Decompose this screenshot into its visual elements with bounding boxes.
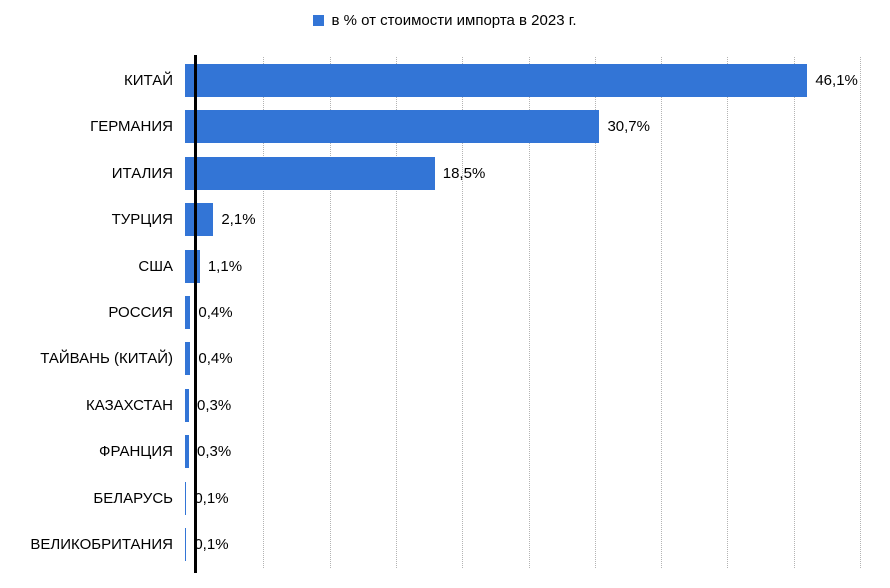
gridline <box>727 57 729 568</box>
gridline <box>661 57 663 568</box>
legend-color-swatch <box>313 15 325 26</box>
gridline <box>793 57 795 568</box>
gridline <box>594 57 596 568</box>
chart-row: США 1,1% <box>0 243 890 289</box>
category-label: ТУРЦИЯ <box>111 211 173 229</box>
bar-track: 0,1% <box>185 475 860 521</box>
value-label: 18,5% <box>442 164 486 182</box>
bar-track: 0,4% <box>185 289 860 335</box>
bar-track: 46,1% <box>185 57 860 103</box>
bar-track: 0,1% <box>185 522 860 568</box>
gridlines <box>197 57 861 568</box>
bar <box>185 203 214 237</box>
category-label: КИТАЙ <box>124 71 173 89</box>
value-label: 0,4% <box>198 350 233 368</box>
bar <box>185 295 191 329</box>
chart-row: ТАЙВАНЬ (КИТАЙ) 0,4% <box>0 336 890 382</box>
category-label: БЕЛАРУСЬ <box>93 489 173 507</box>
bar-track: 2,1% <box>185 196 860 242</box>
category-label: США <box>138 257 173 275</box>
value-label: 30,7% <box>607 118 650 136</box>
gridline <box>263 57 265 568</box>
bar-track: 18,5% <box>185 150 860 196</box>
bar <box>185 342 191 376</box>
value-label: 0,4% <box>198 303 233 321</box>
y-axis-line <box>194 55 197 573</box>
bar-track: 30,7% <box>185 103 860 149</box>
category-label: ГЕРМАНИЯ <box>90 118 173 136</box>
value-label: 0,1% <box>194 536 229 554</box>
bar <box>185 156 435 190</box>
chart-row: ГЕРМАНИЯ 30,7% <box>0 103 890 149</box>
value-label: 2,1% <box>221 211 256 229</box>
category-label: ФРАНЦИЯ <box>99 443 173 461</box>
chart-row: РОССИЯ 0,4% <box>0 289 890 335</box>
category-label: ИТАЛИЯ <box>111 164 173 182</box>
category-label: ВЕЛИКОБРИТАНИЯ <box>30 536 173 554</box>
bar-track: 1,1% <box>185 243 860 289</box>
bar <box>185 388 190 422</box>
chart-row: ФРАНЦИЯ 0,3% <box>0 429 890 475</box>
gridline <box>528 57 530 568</box>
chart-row: ВЕЛИКОБРИТАНИЯ 0,1% <box>0 522 890 568</box>
value-label: 0,1% <box>194 489 229 507</box>
chart-row: КИТАЙ 46,1% <box>0 57 890 103</box>
gridline <box>395 57 397 568</box>
bar-track: 0,3% <box>185 429 860 475</box>
gridline <box>860 57 861 568</box>
chart-row: БЕЛАРУСЬ 0,1% <box>0 475 890 521</box>
value-label: 0,3% <box>197 443 232 461</box>
bar <box>185 528 187 562</box>
chart-row: ТУРЦИЯ 2,1% <box>0 196 890 242</box>
chart-row: КАЗАХСТАН 0,3% <box>0 382 890 428</box>
chart-legend: в % от стоимости импорта в 2023 г. <box>0 12 890 29</box>
bar-track: 0,4% <box>185 336 860 382</box>
plot-area: КИТАЙ 46,1% ГЕРМАНИЯ 30,7% ИТАЛИЯ 18,5% ТУРЦИЯ… <box>0 57 890 568</box>
gridline <box>329 57 331 568</box>
bar <box>185 435 190 469</box>
category-label: РОССИЯ <box>108 303 173 321</box>
bar <box>185 110 600 144</box>
bar <box>185 63 808 97</box>
category-label: ТАЙВАНЬ (КИТАЙ) <box>40 350 173 368</box>
bar <box>185 249 200 283</box>
category-label: КАЗАХСТАН <box>86 396 173 414</box>
chart-row: ИТАЛИЯ 18,5% <box>0 150 890 196</box>
value-label: 0,3% <box>197 396 232 414</box>
gridline <box>462 57 464 568</box>
value-label: 1,1% <box>207 257 243 275</box>
bar <box>185 481 187 515</box>
value-label: 46,1% <box>815 71 858 89</box>
bar-track: 0,3% <box>185 382 860 428</box>
legend-label: в % от стоимости импорта в 2023 г. <box>331 12 577 29</box>
